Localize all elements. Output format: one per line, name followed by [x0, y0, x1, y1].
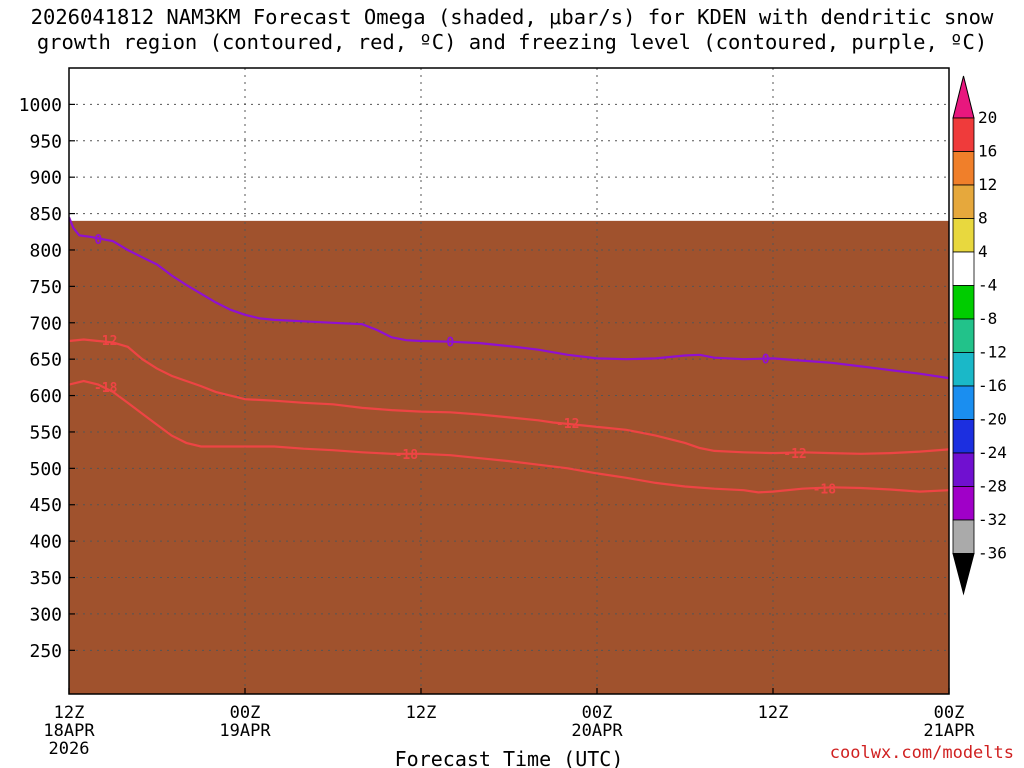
y-tick-label-750: 750	[29, 277, 62, 298]
colorbar-segment-1	[952, 117, 975, 152]
freezing-level-label-2: 0	[762, 352, 770, 367]
x-tick-label-0: 12Z	[54, 703, 85, 723]
colorbar-label-4: 4	[978, 242, 988, 261]
y-tick-label-900: 900	[29, 168, 62, 189]
dgz-minus18-label-1: -18	[395, 448, 419, 463]
colorbar: 20 16 12 8 4 -4 -8 -12 -16 -20 -24 -28 -32 -36	[952, 75, 1007, 596]
colorbar-top-arrow	[952, 75, 975, 119]
colorbar-segment-13	[952, 519, 975, 554]
y-tick-label-350: 350	[29, 568, 62, 589]
dgz-minus12-label-2: -12	[783, 447, 806, 462]
colorbar-label-2: 12	[978, 175, 997, 194]
y-axis: 250 300 350 400 450 500 550 600 650 700 750 800 850 9…	[19, 95, 75, 662]
colorbar-segment-5	[952, 251, 975, 286]
colorbar-label-0: 20	[978, 108, 997, 127]
colorbar-segment-11	[952, 452, 975, 487]
contour-labels: -18 -18 -18 -12 -12 -12 0 0 0	[94, 233, 837, 498]
colorbar-label-9: -20	[978, 410, 1007, 429]
y-tick-label-300: 300	[29, 604, 62, 625]
chart-title-line1: 2026041812 NAM3KM Forecast Omega (shaded…	[31, 5, 994, 29]
colorbar-segment-3	[952, 184, 975, 219]
x-tick-label-60: 00Z	[934, 703, 965, 723]
colorbar-label-12: -32	[978, 510, 1007, 529]
colorbar-bottom-arrow	[952, 553, 975, 596]
colorbar-segment-4	[952, 218, 975, 253]
colorbar-label-6: -8	[978, 309, 997, 328]
colorbar-segment-10	[952, 419, 975, 454]
colorbar-label-8: -16	[978, 376, 1007, 395]
freezing-level-label-1: 0	[446, 336, 454, 351]
x-tick-label-24: 12Z	[406, 703, 437, 723]
y-tick-label-500: 500	[29, 459, 62, 480]
terrain-layer	[69, 220, 949, 694]
y-tick-label-600: 600	[29, 386, 62, 407]
x-tick-label-36: 00Z	[582, 703, 613, 723]
x-tick-date-12: 19APR	[219, 721, 271, 741]
dgz-minus12-line	[69, 338, 949, 455]
x-tick-date-0: 18APR	[43, 721, 95, 741]
y-tick-label-700: 700	[29, 313, 62, 334]
dgz-minus12-label-0: -12	[94, 334, 117, 349]
colorbar-label-1: 16	[978, 142, 997, 161]
contour-lines	[69, 216, 949, 494]
y-tick-label-450: 450	[29, 495, 62, 516]
y-tick-label-250: 250	[29, 641, 62, 662]
colorbar-segment-2	[952, 151, 975, 186]
x-tick-year-0: 2026	[49, 739, 90, 759]
chart-title-line2: growth region (contoured, red, ºC) and f…	[37, 30, 987, 54]
credit-text: coolwx.com/modelts	[830, 743, 1014, 763]
colorbar-label-7: -12	[978, 343, 1007, 362]
y-tick-label-550: 550	[29, 422, 62, 443]
dgz-minus12-label-1: -12	[556, 417, 579, 432]
y-tick-label-400: 400	[29, 532, 62, 553]
colorbar-label-5: -4	[978, 276, 997, 295]
colorbar-segment-6	[952, 285, 975, 320]
x-tick-label-48: 12Z	[758, 703, 789, 723]
colorbar-label-11: -28	[978, 477, 1007, 496]
dgz-minus18-label-2: -18	[813, 483, 837, 498]
x-tick-date-60: 21APR	[923, 721, 975, 741]
colorbar-segment-9	[952, 385, 975, 420]
colorbar-label-13: -36	[978, 544, 1007, 563]
colorbar-label-10: -24	[978, 443, 1007, 462]
y-tick-label-850: 850	[29, 204, 62, 225]
y-tick-label-950: 950	[29, 131, 62, 152]
dgz-minus18-line	[69, 379, 949, 494]
y-tick-label-1000: 1000	[19, 95, 62, 116]
x-tick-date-36: 20APR	[571, 721, 623, 741]
x-tick-label-12: 00Z	[230, 703, 261, 723]
freezing-level-label-0: 0	[94, 233, 102, 248]
terrain-fill	[69, 220, 949, 694]
colorbar-segment-8	[952, 352, 975, 387]
freezing-level-line	[69, 216, 949, 380]
y-tick-label-650: 650	[29, 350, 62, 371]
colorbar-segment-12	[952, 486, 975, 521]
x-axis-title: Forecast Time (UTC)	[395, 747, 624, 768]
y-tick-label-800: 800	[29, 240, 62, 261]
plot-frame	[68, 67, 950, 695]
dgz-minus18-label-0: -18	[94, 381, 118, 396]
colorbar-label-3: 8	[978, 209, 988, 228]
colorbar-segment-7	[952, 318, 975, 353]
